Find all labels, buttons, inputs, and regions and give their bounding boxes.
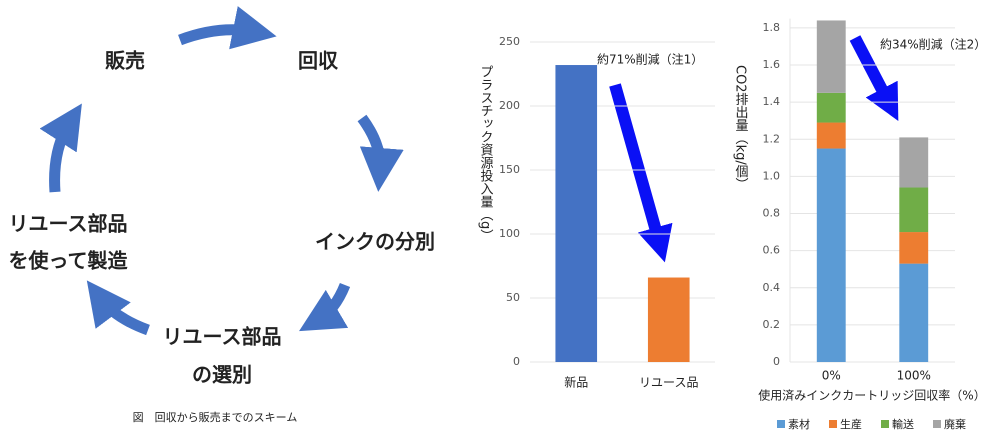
legend-label: 廃棄 bbox=[944, 417, 966, 431]
y-tick-label: 1.8 bbox=[763, 21, 781, 34]
node: リユース部品 bbox=[163, 325, 282, 349]
node: 販売 bbox=[105, 49, 145, 73]
x-tick-label: リユース品 bbox=[639, 376, 698, 390]
y-tick-label: 100 bbox=[499, 227, 520, 240]
bar-segment bbox=[816, 122, 846, 149]
y-axis-label: CO2排出量（kg/個） bbox=[733, 65, 749, 191]
y-tick-label: 200 bbox=[499, 99, 520, 112]
bar-segment bbox=[816, 20, 846, 93]
bar-segment bbox=[816, 92, 846, 123]
legend-swatch bbox=[933, 420, 941, 428]
y-tick-label: 1.0 bbox=[763, 169, 781, 182]
legend-swatch bbox=[777, 420, 785, 428]
y-tick-label: 50 bbox=[506, 291, 520, 304]
node: の選別 bbox=[192, 363, 252, 387]
y-tick-label: 1.6 bbox=[763, 58, 781, 71]
y-tick-label: 250 bbox=[499, 35, 520, 48]
y-tick-label: 0 bbox=[773, 355, 780, 368]
node: リユース部品 bbox=[9, 212, 128, 236]
x-axis-label: 使用済みインクカートリッジ回収率（%） bbox=[758, 388, 985, 403]
bar-segment bbox=[899, 263, 929, 362]
node: インクの分別 bbox=[315, 230, 435, 254]
y-tick-label: 0.8 bbox=[763, 207, 781, 220]
reduction-arrow bbox=[609, 83, 673, 263]
annotation: 約34%削減（注2） bbox=[880, 37, 986, 52]
x-tick-label: 新品 bbox=[564, 375, 588, 390]
y-tick-label: 0.2 bbox=[763, 318, 781, 331]
bar-segment bbox=[816, 148, 846, 362]
legend-swatch bbox=[881, 420, 889, 428]
bar bbox=[555, 65, 598, 362]
bar bbox=[647, 277, 690, 362]
node: 回収 bbox=[298, 49, 339, 73]
legend-label: 生産 bbox=[840, 417, 862, 431]
annotation: 約71%削減（注1） bbox=[597, 52, 703, 67]
cycle-arrows bbox=[39, 6, 404, 336]
y-tick-label: 1.4 bbox=[763, 95, 781, 108]
x-tick-label: 0% bbox=[822, 369, 841, 383]
legend-label: 素材 bbox=[788, 417, 810, 431]
y-tick-label: 150 bbox=[499, 163, 520, 176]
y-tick-label: 0.6 bbox=[763, 244, 781, 257]
y-tick-label: 1.2 bbox=[763, 132, 781, 145]
y-tick-label: 0 bbox=[513, 355, 520, 368]
bar-segment bbox=[899, 187, 929, 233]
bar-segment bbox=[899, 232, 929, 264]
bar-segment bbox=[899, 137, 929, 188]
y-axis-label: プラスチック資源投入量（g） bbox=[478, 65, 494, 242]
caption: 図 回収から販売までのスキーム bbox=[133, 411, 298, 424]
legend-label: 輸送 bbox=[892, 417, 914, 431]
reduction-arrow bbox=[849, 35, 899, 121]
legend-swatch bbox=[829, 420, 837, 428]
node: を使って製造 bbox=[9, 249, 129, 273]
y-tick-label: 0.4 bbox=[763, 281, 781, 294]
x-tick-label: 100% bbox=[897, 369, 931, 383]
